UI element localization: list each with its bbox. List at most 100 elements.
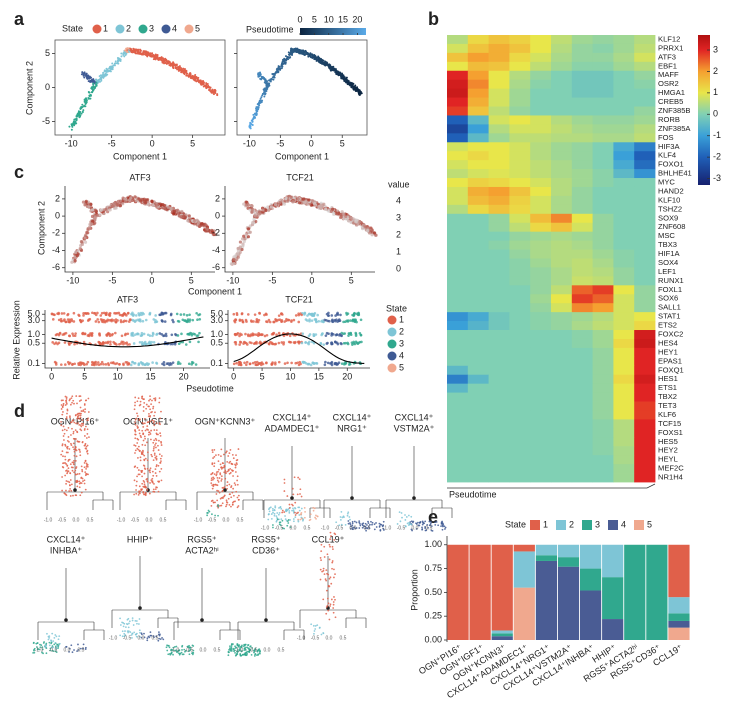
cell-dot — [75, 455, 78, 458]
axis-label: -0.5 — [275, 525, 284, 531]
colorbar-tick-label: 15 — [338, 14, 348, 24]
cell-dot — [137, 457, 139, 459]
cell-dot — [194, 363, 198, 366]
heatmap-cell — [634, 35, 656, 45]
cell-dot — [234, 463, 236, 466]
axis-label: 0.5 — [364, 525, 371, 531]
cell-dot — [152, 405, 155, 408]
cell-dot — [298, 509, 301, 512]
cell-dot — [322, 62, 325, 65]
cell-dot — [83, 240, 88, 244]
cell-dot — [74, 459, 77, 462]
cell-dot — [61, 489, 63, 492]
cell-dot — [69, 495, 72, 497]
heatmap-cell — [634, 70, 656, 81]
cell-dot — [61, 450, 64, 453]
cell-dot — [196, 79, 199, 82]
cell-dot — [67, 362, 71, 366]
cell-dot — [246, 333, 250, 336]
axis-line — [224, 186, 375, 273]
heatmap-cell — [467, 276, 489, 286]
cell-dot — [241, 243, 245, 248]
cell-dot — [175, 312, 179, 316]
cell-dot — [133, 408, 136, 411]
gene-label: EPAS1 — [658, 356, 682, 365]
cell-dot — [143, 472, 146, 475]
cell-dot — [205, 85, 208, 88]
cell-dot — [153, 54, 156, 57]
cell-dot — [99, 314, 103, 317]
heatmap-cell — [530, 115, 552, 125]
axis-label: -1.0 — [321, 525, 330, 531]
axis-label: -1.0 — [44, 517, 53, 523]
heatmap-cell — [509, 455, 531, 465]
heatmap-cell — [613, 97, 635, 107]
cell-dot — [81, 71, 84, 74]
cell-dot — [136, 442, 139, 444]
heatmap-cell — [488, 428, 510, 438]
cell-dot — [300, 507, 303, 510]
heatmap-cell — [592, 365, 614, 376]
cell-dot — [68, 484, 71, 486]
cell-dot — [226, 484, 229, 487]
heatmap-cell — [571, 142, 593, 152]
heatmap-cell — [592, 321, 614, 331]
heatmap-cell — [551, 52, 573, 63]
cell-dot — [213, 473, 216, 476]
cell-dot — [375, 526, 378, 528]
cell-dot — [208, 88, 211, 91]
heatmap-cell — [592, 312, 614, 322]
heatmap-cell — [509, 178, 531, 188]
heatmap-cell — [592, 267, 614, 277]
y-tick-label: 0 — [55, 210, 60, 220]
cell-dot — [149, 408, 152, 411]
heatmap-cell — [571, 294, 593, 304]
cell-dot — [255, 319, 259, 323]
cell-dot — [228, 493, 231, 496]
heatmap-cell — [530, 401, 552, 411]
cell-dot — [101, 341, 105, 344]
heatmap-cell — [634, 437, 656, 447]
heatmap-cell — [509, 52, 531, 63]
cell-dot — [158, 470, 161, 473]
heatmap-cell — [571, 383, 593, 393]
heatmap-cell — [488, 204, 510, 215]
cell-dot — [81, 419, 84, 421]
legend-title: Pseudotime — [246, 24, 294, 34]
cell-dot — [440, 525, 442, 527]
cell-dot — [77, 363, 81, 367]
cell-dot — [68, 448, 71, 450]
cell-dot — [73, 258, 77, 263]
heatmap-cell — [634, 97, 656, 107]
cell-dot — [353, 520, 356, 523]
cell-dot — [179, 313, 183, 316]
cell-dot — [244, 200, 248, 204]
cell-dot — [98, 213, 102, 217]
cell-dot — [277, 65, 280, 68]
cell-dot — [286, 524, 289, 527]
cell-dot — [272, 511, 274, 514]
cell-dot — [72, 446, 74, 449]
heatmap-cell — [488, 79, 510, 90]
cell-dot — [132, 319, 135, 322]
cell-dot — [234, 500, 236, 503]
x-tick-label: 5 — [349, 275, 354, 285]
heatmap-cell — [571, 61, 593, 72]
cell-dot — [237, 505, 240, 507]
cell-dot — [65, 399, 67, 402]
cell-dot — [82, 74, 85, 77]
cell-dot — [285, 508, 288, 511]
heatmap-cell — [551, 106, 573, 116]
cell-dot — [359, 524, 362, 527]
heatmap-cell — [509, 204, 531, 215]
cell-dot — [261, 208, 265, 212]
heatmap-cell — [551, 61, 573, 72]
cell-dot — [146, 200, 150, 204]
cell-dot — [160, 455, 163, 457]
heatmap-cell — [571, 213, 593, 224]
cell-dot — [154, 468, 157, 471]
cell-dot — [254, 113, 257, 116]
cell-dot — [160, 444, 163, 446]
cell-dot — [149, 395, 151, 398]
axis-label: -1.0 — [383, 525, 392, 531]
